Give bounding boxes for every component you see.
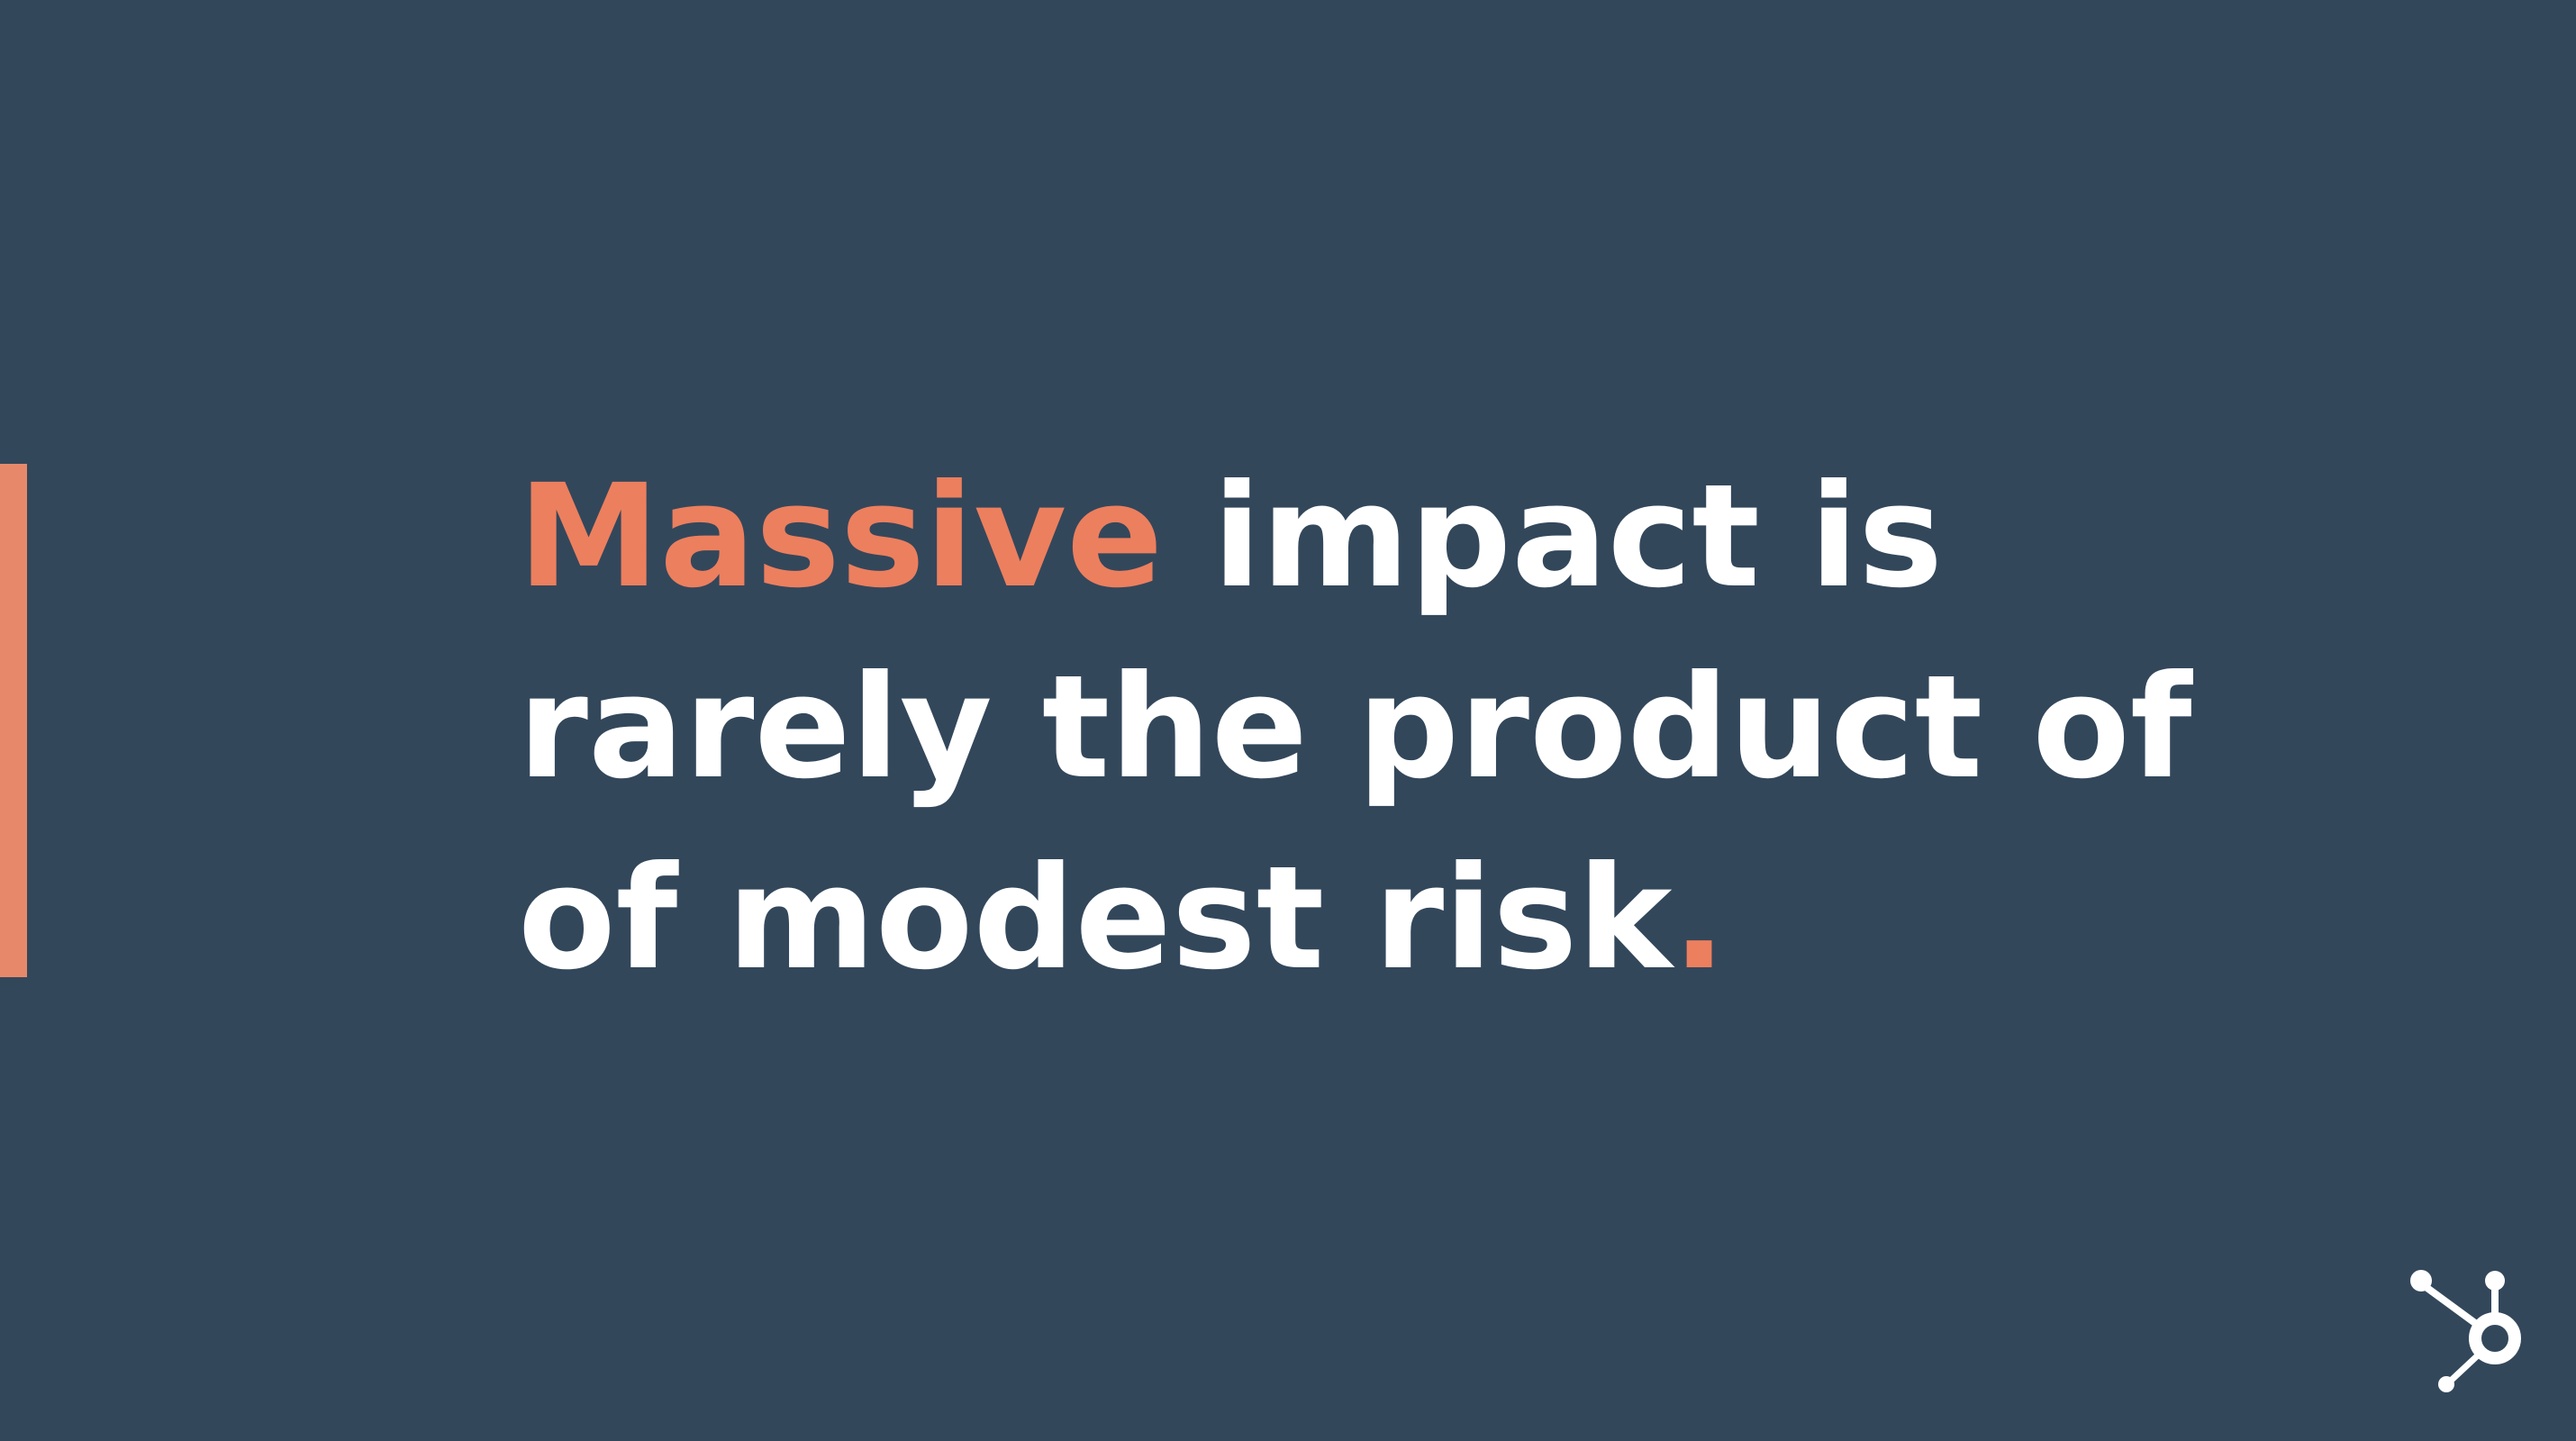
quote-text: Massive impact is rarely the product of …: [518, 441, 2229, 1014]
quote-line-3: of modest risk.: [518, 823, 2229, 1014]
quote-period: .: [1672, 836, 1727, 1001]
quote-line-3-text: of modest risk: [518, 836, 1673, 1001]
quote-highlight-word: Massive: [518, 454, 1164, 620]
hubspot-sprocket-icon: [2410, 1270, 2521, 1392]
quote-line-2: rarely the product of: [518, 645, 2192, 811]
quote-line-1-rest: impact is: [1163, 454, 1944, 620]
quote-line-1: Massive impact is: [518, 441, 2229, 632]
accent-bar: [0, 464, 27, 977]
